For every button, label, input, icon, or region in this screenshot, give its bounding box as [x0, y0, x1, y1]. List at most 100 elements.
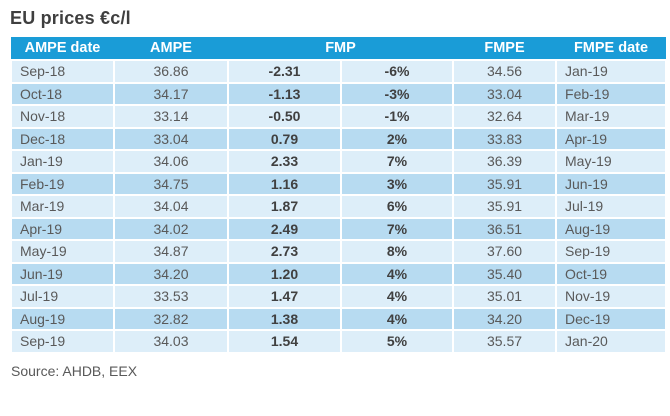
table-cell: Jun-19: [10, 261, 115, 286]
table-row: Dec-18 33.04 0.79 2% 33.83 Apr-19: [10, 126, 668, 151]
table-cell: 1.54: [227, 329, 342, 354]
table-cell: -1%: [339, 104, 455, 129]
table-cell: 33.83: [452, 126, 558, 151]
table-cell: Jan-19: [555, 59, 668, 84]
table-cell: 34.06: [113, 149, 229, 174]
table-cell: May-19: [10, 239, 115, 264]
table-header-row: AMPE date AMPE FMP FMPE FMPE date: [11, 37, 667, 60]
table-cell: 32.82: [113, 306, 229, 331]
table-cell: Jan-20: [555, 329, 668, 354]
table-cell: Feb-19: [555, 81, 668, 106]
table-cell: 37.60: [452, 239, 558, 264]
table-row: Sep-18 36.86 -2.31 -6% 34.56 Jan-19: [10, 59, 668, 84]
table-cell: 36.51: [452, 216, 558, 241]
table-cell: -3%: [339, 81, 455, 106]
table-row: Aug-19 32.82 1.38 4% 34.20 Dec-19: [10, 306, 668, 331]
table-row: Jul-19 33.53 1.47 4% 35.01 Nov-19: [10, 284, 668, 309]
table-cell: 1.38: [227, 306, 342, 331]
table-cell: 34.02: [113, 216, 229, 241]
col-header-ampe: AMPE: [114, 37, 228, 60]
table-cell: 32.64: [452, 104, 558, 129]
col-header-fmpe: FMPE: [453, 37, 557, 60]
table-cell: Oct-19: [555, 261, 668, 286]
table-cell: -1.13: [227, 81, 342, 106]
table-row: Jan-19 34.06 2.33 7% 36.39 May-19: [10, 149, 668, 174]
table-cell: 1.47: [227, 284, 342, 309]
table-cell: -6%: [339, 59, 455, 84]
table-row: Jun-19 34.20 1.20 4% 35.40 Oct-19: [10, 261, 668, 286]
table-cell: Mar-19: [10, 194, 115, 219]
table-cell: Dec-18: [10, 126, 115, 151]
table-cell: Apr-19: [10, 216, 115, 241]
table-cell: 7%: [339, 149, 455, 174]
table-cell: 33.04: [113, 126, 229, 151]
table-cell: 1.16: [227, 171, 342, 196]
table-cell: Apr-19: [555, 126, 668, 151]
table-cell: 2.73: [227, 239, 342, 264]
table-cell: 34.56: [452, 59, 558, 84]
table-row: May-19 34.87 2.73 8% 37.60 Sep-19: [10, 239, 668, 264]
table-cell: Aug-19: [10, 306, 115, 331]
table-row: Oct-18 34.17 -1.13 -3% 33.04 Feb-19: [10, 81, 668, 106]
table-cell: 33.04: [452, 81, 558, 106]
table-cell: -0.50: [227, 104, 342, 129]
table-cell: 34.04: [113, 194, 229, 219]
table-body: Sep-18 36.86 -2.31 -6% 34.56 Jan-19 Oct-18 34.1…: [10, 59, 668, 354]
table-cell: 34.20: [452, 306, 558, 331]
table-cell: 4%: [339, 261, 455, 286]
table-cell: 34.20: [113, 261, 229, 286]
table-cell: Aug-19: [555, 216, 668, 241]
table-cell: Mar-19: [555, 104, 668, 129]
table-cell: -2.31: [227, 59, 342, 84]
table-cell: 0.79: [227, 126, 342, 151]
table-cell: Feb-19: [10, 171, 115, 196]
table-cell: Jun-19: [555, 171, 668, 196]
table-cell: 35.91: [452, 194, 558, 219]
table-cell: 34.17: [113, 81, 229, 106]
table-cell: 2.49: [227, 216, 342, 241]
table-cell: 1.20: [227, 261, 342, 286]
table-cell: 36.39: [452, 149, 558, 174]
table-cell: 4%: [339, 306, 455, 331]
col-header-fmpe-date: FMPE date: [556, 37, 667, 60]
col-header-ampe-date: AMPE date: [11, 37, 114, 60]
table-cell: 5%: [339, 329, 455, 354]
table-cell: Oct-18: [10, 81, 115, 106]
page: EU prices €c/l AMPE date AMPE FMP FMPE F…: [10, 8, 668, 379]
table-cell: 33.14: [113, 104, 229, 129]
table-cell: 2.33: [227, 149, 342, 174]
table-cell: 3%: [339, 171, 455, 196]
table-row: Feb-19 34.75 1.16 3% 35.91 Jun-19: [10, 171, 668, 196]
table-cell: Nov-18: [10, 104, 115, 129]
table-cell: 35.01: [452, 284, 558, 309]
table-cell: Sep-18: [10, 59, 115, 84]
table-cell: 35.57: [452, 329, 558, 354]
page-title: EU prices €c/l: [10, 8, 131, 28]
table-row: Mar-19 34.04 1.87 6% 35.91 Jul-19: [10, 194, 668, 219]
table-cell: 6%: [339, 194, 455, 219]
table-row: Apr-19 34.02 2.49 7% 36.51 Aug-19: [10, 216, 668, 241]
table-cell: 7%: [339, 216, 455, 241]
table-cell: May-19: [555, 149, 668, 174]
table-cell: 33.53: [113, 284, 229, 309]
table-cell: 35.91: [452, 171, 558, 196]
table-row: Sep-19 34.03 1.54 5% 35.57 Jan-20: [10, 329, 668, 354]
table-cell: 34.75: [113, 171, 229, 196]
table-cell: Jan-19: [10, 149, 115, 174]
table-cell: 8%: [339, 239, 455, 264]
source-note: Source: AHDB, EEX: [11, 362, 138, 379]
table-row: Nov-18 33.14 -0.50 -1% 32.64 Mar-19: [10, 104, 668, 129]
table-cell: Sep-19: [10, 329, 115, 354]
table-header: AMPE date AMPE FMP FMPE FMPE date: [11, 37, 667, 60]
table-cell: 1.87: [227, 194, 342, 219]
table-cell: Jul-19: [10, 284, 115, 309]
table-cell: 35.40: [452, 261, 558, 286]
table-cell: 34.87: [113, 239, 229, 264]
col-header-fmp: FMP: [228, 37, 454, 60]
table-cell: 34.03: [113, 329, 229, 354]
table-cell: Sep-19: [555, 239, 668, 264]
table-cell: 2%: [339, 126, 455, 151]
table-cell: 36.86: [113, 59, 229, 84]
table-cell: Jul-19: [555, 194, 668, 219]
table-cell: 4%: [339, 284, 455, 309]
